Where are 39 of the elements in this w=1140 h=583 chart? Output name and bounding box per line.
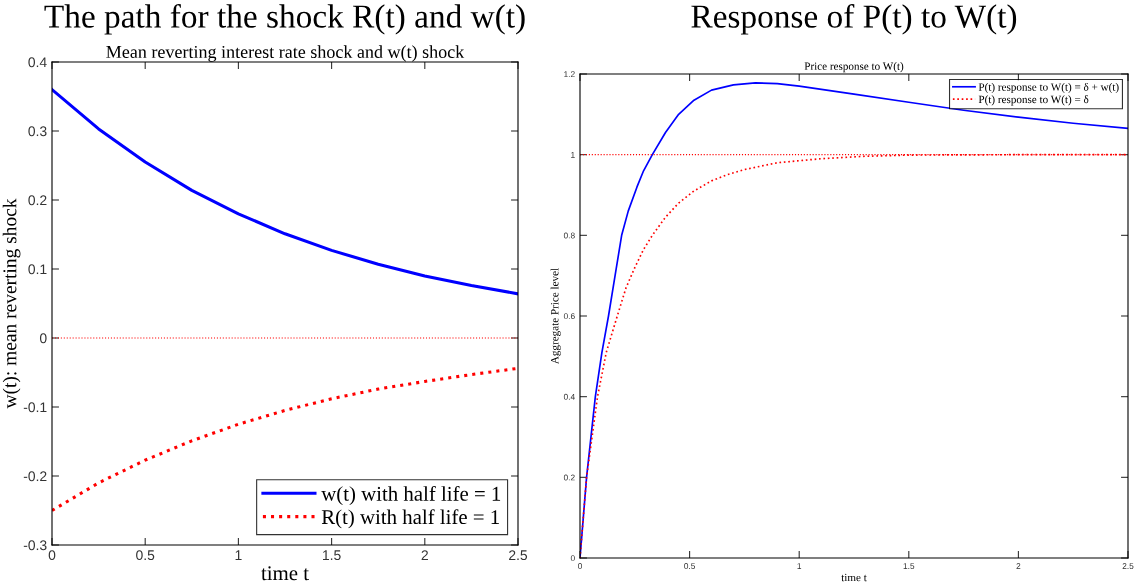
y-tick-label: 0.2 — [28, 195, 47, 206]
y-tick-label: 1 — [571, 151, 575, 158]
y-tick-label: 1.2 — [564, 71, 575, 78]
y-tick-label: 0.4 — [563, 393, 575, 400]
legend-label: P(t) response to W(t) = δ — [978, 95, 1089, 106]
x-tick-label: 1 — [235, 550, 242, 560]
x-tick-label: 0.5 — [684, 563, 696, 569]
y-tick-label: 0.4 — [28, 57, 47, 68]
y-tick-label: 0.2 — [563, 474, 575, 481]
y-tick-label: -0.2 — [23, 471, 47, 482]
x-tick-label: 2 — [1016, 563, 1021, 569]
chart-title: The path for the shock R(t) and w(t) — [44, 4, 525, 35]
chart-title: Response of P(t) to W(t) — [691, 4, 1017, 35]
x-axis-title: time t — [841, 573, 867, 582]
y-axis-title: Aggregate Price level — [550, 268, 561, 365]
x-tick-label: 2.5 — [509, 550, 528, 561]
line-series — [52, 88, 518, 296]
y-tick-label: 0 — [39, 333, 47, 344]
x-tick-label: 0 — [578, 563, 582, 569]
y-tick-label: 0.1 — [28, 264, 47, 275]
x-tick-label: 1.5 — [323, 550, 341, 561]
legend-label: P(t) response to W(t) = δ + w(t) — [978, 82, 1119, 94]
x-tick-label: 1 — [797, 563, 802, 569]
y-tick-label: -0.1 — [23, 402, 47, 413]
y-tick-label: 0.8 — [563, 232, 575, 239]
x-axis-title: time t — [261, 566, 309, 581]
y-axis-title: w(t): mean reverting shock — [2, 198, 21, 409]
legend-label: R(t) with half life = 1 — [321, 509, 499, 529]
chart-subtitle: Mean reverting interest rate shock and w(t) shock — [106, 45, 465, 62]
x-tick-label: 2 — [421, 550, 428, 560]
y-tick-label: -0.3 — [23, 540, 47, 551]
chart-subtitle: Price response to W(t) — [804, 62, 904, 73]
x-tick-label: 0.5 — [136, 550, 155, 561]
y-tick-label: 0.6 — [563, 313, 575, 320]
x-tick-label: 1.5 — [903, 563, 915, 569]
x-tick-label: 2.5 — [1122, 563, 1134, 569]
legend-label: w(t) with half life = 1 — [321, 485, 501, 506]
y-tick-label: 0.3 — [28, 126, 47, 137]
x-tick-label: 0 — [48, 550, 56, 561]
